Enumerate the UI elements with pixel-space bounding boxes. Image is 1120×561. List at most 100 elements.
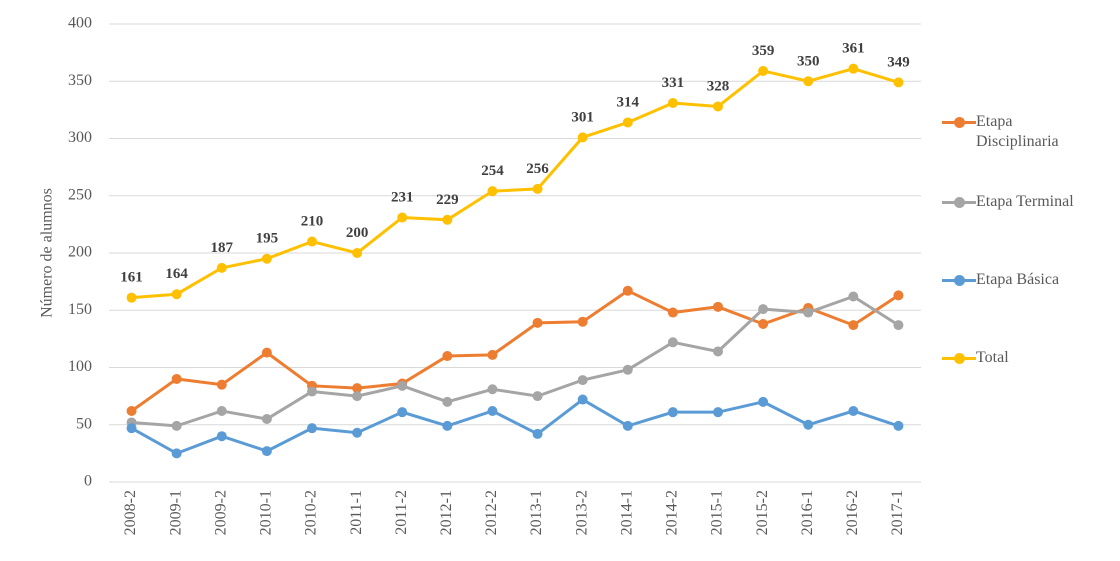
legend-item: Etapa Terminal: [942, 192, 1094, 212]
point: [352, 427, 363, 438]
series-line: [130, 289, 900, 413]
x-tick-label: 2012-1: [438, 490, 455, 535]
point: [352, 391, 363, 402]
point: [893, 420, 904, 431]
value-label: 349: [887, 54, 910, 70]
legend-label: Etapa Terminal: [976, 193, 1074, 210]
value-label: 361: [842, 41, 865, 57]
point: [803, 307, 814, 318]
legend-label: Etapa Básica: [976, 271, 1060, 288]
x-tick-label: 2011-2: [393, 490, 410, 535]
legend-swatch: [942, 270, 976, 290]
point: [758, 65, 769, 76]
point: [667, 407, 678, 418]
point: [577, 394, 588, 405]
value-label: 359: [752, 43, 775, 59]
y-tick-label: 300: [68, 129, 92, 146]
point: [352, 248, 363, 258]
y-tick-label: 50: [76, 415, 92, 432]
legend-dot: [954, 197, 965, 208]
legend-item: Etapa Básica: [942, 270, 1094, 290]
y-tick-label: 400: [68, 15, 92, 32]
value-label: 187: [211, 240, 234, 256]
value-label: 256: [526, 161, 549, 177]
point: [577, 316, 588, 327]
value-label: 229: [436, 192, 459, 208]
point: [532, 183, 543, 194]
point: [758, 318, 769, 329]
legend-swatch: [942, 192, 976, 212]
x-tick-label: 2013-1: [528, 490, 545, 535]
point: [893, 320, 904, 331]
point: [532, 428, 543, 439]
point: [171, 373, 182, 384]
legend-item: Total: [942, 348, 1094, 368]
x-tick-label: 2016-2: [844, 490, 861, 535]
value-label: 164: [165, 266, 188, 282]
point: [261, 414, 272, 425]
point: [487, 384, 498, 395]
point: [713, 346, 723, 357]
x-tick-label: 2009-1: [167, 490, 184, 535]
point: [848, 320, 859, 331]
point: [126, 423, 137, 434]
point: [126, 406, 137, 417]
point: [216, 406, 227, 417]
point: [803, 419, 814, 430]
point: [261, 446, 272, 457]
point: [352, 383, 363, 394]
point: [261, 347, 272, 358]
point: [216, 379, 227, 390]
point: [848, 406, 859, 417]
y-tick-label: 200: [68, 244, 92, 261]
point: [893, 290, 904, 301]
point: [216, 262, 227, 273]
point: [893, 77, 904, 88]
point: [532, 391, 543, 402]
value-label: 301: [571, 109, 594, 125]
point: [713, 101, 723, 112]
series-line: [131, 67, 899, 300]
x-tick-label: 2009-2: [212, 490, 229, 535]
point: [307, 386, 317, 397]
value-label: 200: [346, 225, 369, 241]
point: [532, 317, 543, 328]
point: [397, 212, 408, 223]
x-tick-label: 2016-1: [799, 490, 816, 535]
point: [848, 291, 859, 302]
point: [171, 448, 182, 459]
point: [487, 406, 498, 417]
point: [667, 98, 678, 109]
value-label: 314: [617, 94, 640, 110]
point: [171, 289, 182, 300]
value-label: 331: [662, 75, 685, 91]
legend-swatch: [942, 112, 976, 132]
point: [487, 186, 498, 197]
x-tick-label: 2017-1: [889, 490, 906, 535]
point: [848, 63, 859, 74]
x-tick-label: 2010-1: [258, 490, 275, 535]
y-tick-label: 250: [68, 186, 92, 203]
value-label: 254: [481, 163, 504, 179]
point: [126, 292, 137, 303]
legend-label: Etapa Disciplinaria: [976, 113, 1059, 150]
point: [803, 76, 814, 87]
point: [442, 420, 453, 431]
point: [622, 117, 633, 128]
x-tick-label: 2013-2: [573, 490, 590, 535]
legend-swatch: [942, 348, 976, 368]
series-line: [130, 397, 899, 456]
x-tick-label: 2011-1: [348, 490, 365, 535]
value-label: 161: [120, 270, 143, 286]
x-tick-label: 2014-1: [618, 490, 635, 535]
legend-dot: [954, 275, 965, 286]
point: [577, 132, 588, 143]
legend-dot: [954, 117, 965, 128]
legend-label: Total: [976, 349, 1009, 366]
legend-item: Etapa Disciplinaria: [942, 112, 1094, 152]
y-tick-label: 0: [84, 473, 92, 490]
x-tick-label: 2015-1: [709, 490, 726, 535]
point: [577, 375, 588, 386]
